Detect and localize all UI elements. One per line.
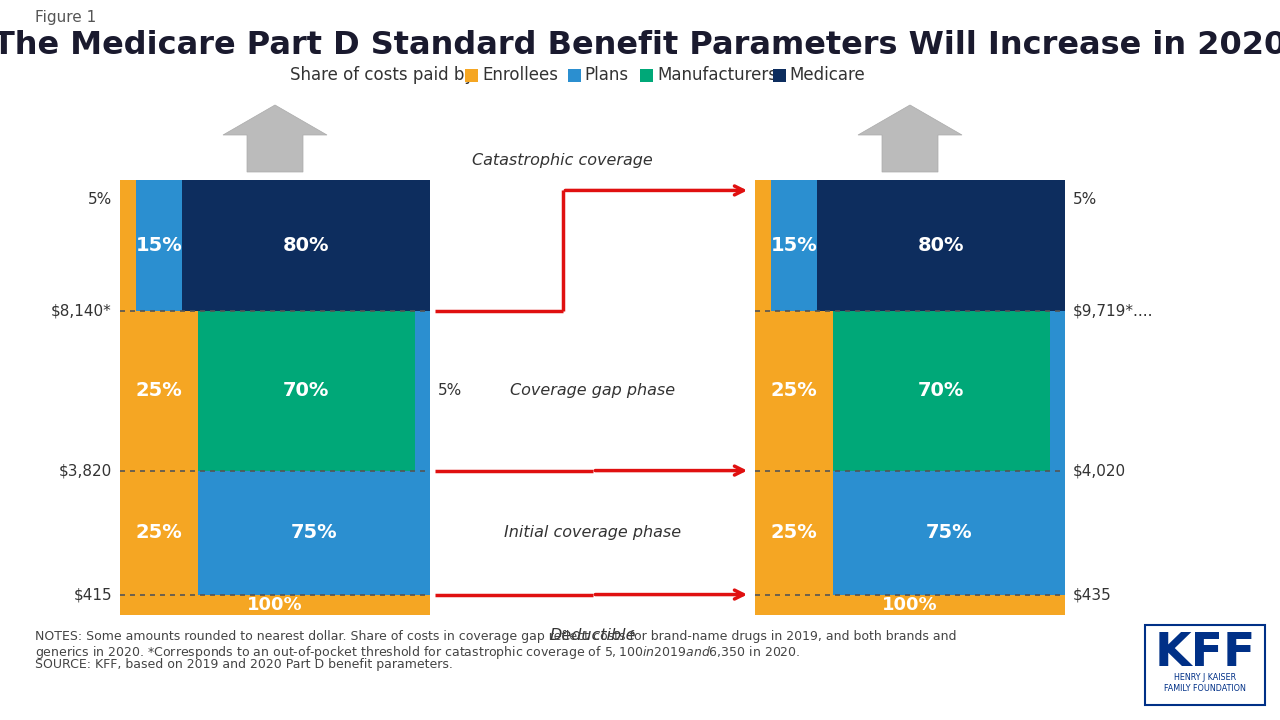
Text: Figure 1: Figure 1	[35, 10, 96, 25]
Bar	[755, 595, 1065, 615]
Text: Coverage gap phase: Coverage gap phase	[509, 383, 675, 398]
Bar	[567, 69, 581, 82]
Bar	[465, 69, 477, 82]
Polygon shape	[223, 105, 326, 172]
Text: 70%: 70%	[918, 381, 964, 400]
Text: Plans: Plans	[585, 66, 628, 84]
Bar	[832, 310, 1050, 471]
Text: 75%: 75%	[925, 523, 972, 542]
Bar	[120, 180, 136, 310]
Text: NOTES: Some amounts rounded to nearest dollar. Share of costs in coverage gap re: NOTES: Some amounts rounded to nearest d…	[35, 630, 956, 643]
Text: Initial coverage phase: Initial coverage phase	[504, 525, 681, 540]
Bar	[120, 595, 430, 615]
Bar	[817, 180, 1065, 310]
Bar	[415, 310, 430, 471]
Text: 25%: 25%	[136, 523, 182, 542]
Text: The Medicare Part D Standard Benefit Parameters Will Increase in 2020: The Medicare Part D Standard Benefit Par…	[0, 30, 1280, 61]
Text: $9,719*....: $9,719*....	[1073, 303, 1153, 318]
Bar	[640, 69, 653, 82]
Text: Enrollees: Enrollees	[483, 66, 558, 84]
Text: 25%: 25%	[771, 523, 817, 542]
Bar	[773, 69, 786, 82]
Text: 15%: 15%	[771, 235, 817, 255]
Text: 25%: 25%	[771, 381, 817, 400]
Polygon shape	[858, 105, 963, 172]
Bar	[197, 310, 415, 471]
Bar	[1146, 625, 1265, 705]
Text: $8,140*: $8,140*	[51, 303, 113, 318]
Text: Share of costs paid by:: Share of costs paid by:	[291, 66, 479, 84]
Bar	[197, 471, 430, 595]
Text: KFF: KFF	[1155, 631, 1256, 675]
Text: generics in 2020. *Corresponds to an out-of-pocket threshold for catastrophic co: generics in 2020. *Corresponds to an out…	[35, 644, 800, 661]
Text: 5%: 5%	[88, 192, 113, 207]
Text: $4,020: $4,020	[1073, 463, 1126, 478]
Text: 15%: 15%	[136, 235, 182, 255]
Bar	[755, 310, 832, 471]
Text: $3,820: $3,820	[59, 463, 113, 478]
Text: SOURCE: KFF, based on 2019 and 2020 Part D benefit parameters.: SOURCE: KFF, based on 2019 and 2020 Part…	[35, 658, 453, 671]
Text: Catastrophic coverage: Catastrophic coverage	[472, 153, 653, 168]
Text: Deductible: Deductible	[549, 628, 636, 642]
Bar	[755, 180, 771, 310]
Text: $415: $415	[73, 587, 113, 602]
Text: 80%: 80%	[283, 235, 329, 255]
Bar	[120, 310, 197, 471]
Text: Manufacturers: Manufacturers	[657, 66, 777, 84]
Text: 75%: 75%	[291, 523, 337, 542]
Text: $435: $435	[1073, 587, 1112, 602]
Text: 100%: 100%	[882, 595, 938, 613]
Text: 70%: 70%	[283, 381, 329, 400]
Bar	[832, 471, 1065, 595]
Text: 100%: 100%	[247, 595, 303, 613]
Text: 80%: 80%	[918, 235, 964, 255]
Text: 5%: 5%	[1073, 192, 1097, 207]
Bar	[755, 471, 832, 595]
Bar	[771, 180, 817, 310]
Text: 25%: 25%	[136, 381, 182, 400]
Bar	[120, 471, 197, 595]
Text: 5%: 5%	[438, 383, 462, 398]
Text: HENRY J KAISER
FAMILY FOUNDATION: HENRY J KAISER FAMILY FOUNDATION	[1164, 673, 1245, 693]
Text: Medicare: Medicare	[790, 66, 865, 84]
Bar	[1050, 310, 1065, 471]
Bar	[136, 180, 182, 310]
Bar	[182, 180, 430, 310]
